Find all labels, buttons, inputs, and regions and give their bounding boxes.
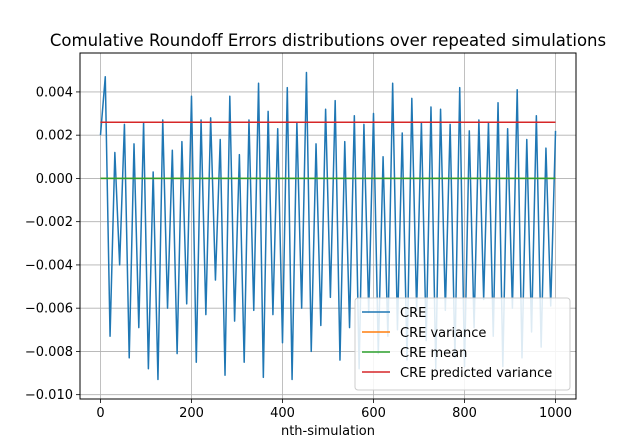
x-tick-label: 600 — [361, 406, 386, 421]
y-tick-label: −0.010 — [25, 388, 73, 403]
y-tick-label: −0.004 — [25, 258, 73, 273]
chart-title: Comulative Roundoff Errors distributions… — [50, 31, 606, 50]
y-tick-label: 0.004 — [36, 85, 73, 100]
x-tick-label: 1000 — [539, 406, 572, 421]
y-tick-label: −0.006 — [25, 302, 73, 317]
x-axis: 0 200 400 600 800 1000 — [96, 399, 572, 421]
plot-series — [99, 71, 557, 381]
plot-area-frame — [79, 52, 577, 400]
x-tick-label: 0 — [96, 406, 104, 421]
x-tick-label: 400 — [270, 406, 295, 421]
series-cre-line — [99, 71, 557, 381]
y-axis: −0.010 −0.008 −0.006 −0.004 −0.002 0.000 0.002… — [25, 85, 80, 403]
legend-label: CRE variance — [400, 326, 486, 341]
legend-box — [354, 297, 571, 391]
x-tick-label: 800 — [452, 406, 477, 421]
legend-label: CRE mean — [400, 346, 467, 361]
y-tick-label: −0.008 — [25, 345, 73, 360]
legend-label: CRE predicted variance — [400, 366, 552, 381]
y-tick-label: −0.002 — [25, 215, 73, 230]
legend-label: CRE — [400, 306, 426, 321]
y-tick-label: 0.000 — [36, 172, 73, 187]
y-tick-label: 0.002 — [36, 129, 73, 144]
legend: CRE CRE variance CRE mean CRE predicted var… — [354, 297, 571, 391]
x-axis-label: nth-simulation — [281, 424, 375, 439]
x-tick-label: 200 — [179, 406, 204, 421]
